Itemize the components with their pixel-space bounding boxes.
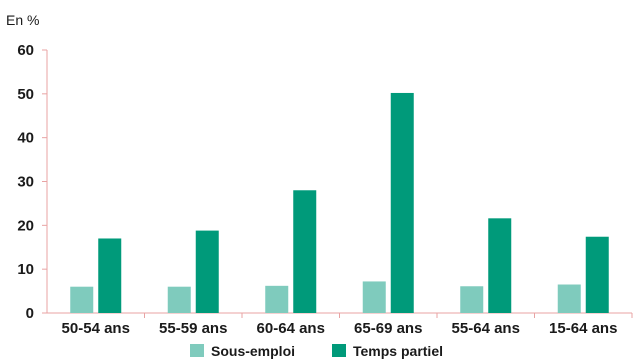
legend-swatch-temps-partiel [332,344,346,357]
y-axis-ticks: 0 10 20 30 40 50 60 [17,42,47,322]
x-axis-labels: 50-54 ans 55-59 ans 60-64 ans 65-69 ans 55-6… [62,313,633,337]
bar-sous-emploi [167,286,191,313]
legend-label-temps-partiel: Temps partiel [353,343,443,359]
x-category-label: 65-69 ans [354,320,422,337]
y-tick-label: 60 [17,42,34,59]
bar-sous-emploi [70,286,94,313]
y-axis-unit-label: En % [6,12,39,28]
y-tick-label: 30 [17,174,34,191]
bar-sous-emploi [362,281,386,313]
bar-temps-partiel [195,230,219,313]
bar-sous-emploi [265,285,289,313]
bar-sous-emploi [557,284,581,313]
bar-temps-partiel [293,190,317,313]
legend: Sous-emploi Temps partiel [190,343,443,359]
y-tick-label: 20 [17,217,34,234]
legend-label-sous-emploi: Sous-emploi [211,343,295,359]
y-tick-label: 40 [17,130,34,147]
y-tick-label: 10 [17,261,34,278]
x-category-label: 55-59 ans [159,320,227,337]
bar-temps-partiel [390,92,414,313]
x-category-label: 15-64 ans [549,320,617,337]
x-category-label: 50-54 ans [62,320,130,337]
legend-swatch-sous-emploi [190,344,204,357]
y-tick-label: 0 [26,305,34,322]
x-category-label: 60-64 ans [257,320,325,337]
x-category-label: 55-64 ans [452,320,520,337]
bar-temps-partiel [488,218,512,313]
y-tick-label: 50 [17,86,34,103]
bar-temps-partiel [585,236,609,313]
bar-sous-emploi [460,286,484,313]
bars-group [70,92,609,313]
bar-temps-partiel [98,238,122,313]
